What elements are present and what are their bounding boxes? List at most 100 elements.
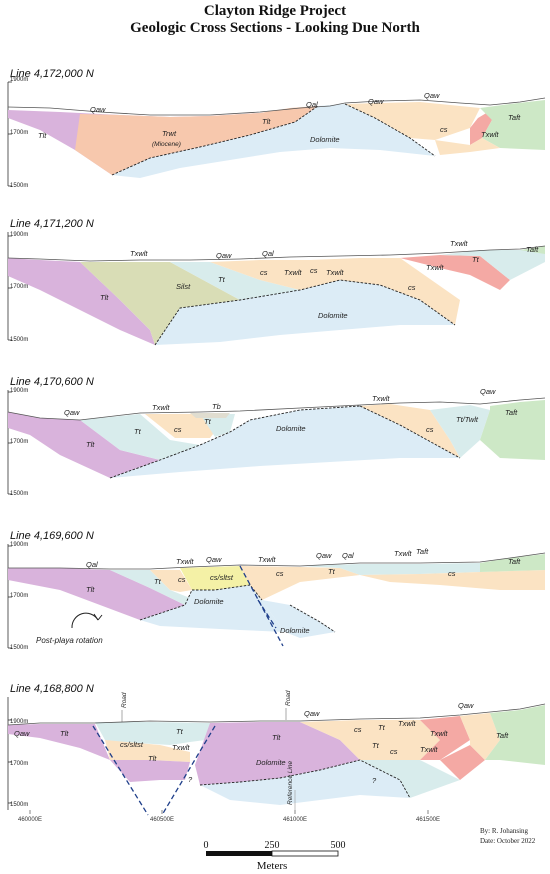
section-2-elev-mid: 1700m: [10, 284, 28, 290]
label-s3-12: Taft: [505, 408, 518, 417]
label-s5-17: Tt: [372, 741, 380, 750]
easting-0: 460000E: [18, 817, 42, 823]
label-s4-17: Dolomite: [280, 626, 310, 635]
label-s4-1: Txwlt: [176, 557, 194, 566]
section-4-elev-top: 1900m: [10, 542, 28, 548]
section-5-title: Line 4,168,800 N: [10, 683, 94, 695]
label-s4-2: Qaw: [206, 555, 222, 564]
label-s1-10: Taft: [508, 113, 521, 122]
unit-silst-s2: [80, 262, 240, 345]
unit-cs-s5: [300, 720, 440, 760]
label-s3-7: cs: [174, 425, 182, 434]
label-s3-9: Dolomite: [276, 424, 306, 433]
unit-cs-s1: [345, 102, 480, 140]
label-s2-5: Tlt: [100, 293, 109, 302]
section-2-title: Line 4,171,200 N: [10, 218, 94, 230]
unit-dolomite-s2: [155, 280, 455, 345]
unit-taft-s3: [480, 400, 545, 460]
label-s2-9: Txwlt: [284, 268, 302, 277]
unit-trwt-s1: [75, 106, 318, 175]
label-s5-21: ?: [372, 776, 377, 785]
unit-tt-s2: [170, 262, 300, 300]
unit-tlt3-s5: [195, 722, 360, 785]
section-5-elev-bot: 1500m: [10, 802, 28, 808]
unit-cs-s3: [145, 414, 220, 438]
unit-cs2-s4: [240, 566, 360, 600]
label-s1-6: Dolomite: [310, 135, 340, 144]
label-s5-5: Tlt: [60, 729, 69, 738]
label-s4-8: Taft: [508, 557, 521, 566]
label-s1-5: Qal: [306, 100, 318, 109]
label-s2-6: Silst: [176, 282, 191, 291]
unit-cs2-s5: [460, 713, 500, 760]
unit-tt-s4: [110, 570, 190, 605]
label-s5-2: Qaw: [14, 729, 30, 738]
unit-dolomite-s4: [140, 585, 285, 632]
label-s3-8: Tt: [204, 417, 212, 426]
easting-3: 461500E: [416, 817, 440, 823]
label-s4-9: Tlt: [86, 585, 95, 594]
label-s5-7: cs/sltst: [120, 740, 144, 749]
section-3-elev-mid: 1700m: [10, 439, 28, 445]
label-s1-7: Qaw: [368, 97, 384, 106]
easting-2: 461000E: [283, 817, 307, 823]
label-s2-11: Txwlt: [326, 268, 344, 277]
label-s5-12: Tt: [378, 723, 386, 732]
label-s3-2: Tb: [212, 402, 221, 411]
unit-tb-s3: [190, 413, 230, 418]
section-4-title: Line 4,169,600 N: [10, 530, 94, 542]
section-2: Line 4,171,200 N 1900m 1700m 1500m Txwlt…: [7, 218, 546, 346]
section-3-elev-bot: 1500m: [10, 491, 28, 497]
unit-dolomite-s1: [112, 104, 435, 178]
unit-tt2-s2: [440, 248, 545, 280]
section-5-elev-top: 1900m: [10, 719, 28, 725]
label-s5-8: Txwlt: [172, 743, 190, 752]
section-4-elev-bot: 1500m: [10, 645, 28, 651]
section-1-title: Line 4,172,000 N: [10, 68, 94, 80]
label-s2-12: Tt: [472, 255, 480, 264]
label-s2-0: Txwlt: [130, 249, 148, 258]
label-s5-18: Txwlt: [420, 745, 438, 754]
unit-taft-s2: [520, 246, 545, 254]
label-s4-16: Dolomite: [194, 597, 224, 606]
unit-cs3-s4: [360, 570, 545, 590]
label-s4-0: Qal: [86, 560, 98, 569]
credit-date: Date: October 2022: [480, 837, 536, 845]
label-s3-1: Txwlt: [152, 403, 170, 412]
label-s5-13: Txwlt: [398, 719, 416, 728]
label-s1-9: cs: [440, 125, 448, 134]
section-1-elev-mid: 1700m: [10, 130, 28, 136]
label-s5-20: ?: [188, 775, 193, 784]
unit-txwlt2-s5: [440, 745, 485, 780]
unit-taft-s5: [485, 705, 545, 765]
road-label-1: Road: [121, 692, 128, 708]
label-s5-19: Dolomite: [256, 758, 286, 767]
label-s5-11: cs: [354, 725, 362, 734]
unit-tlt-s3: [8, 412, 160, 478]
unit-tlt-s4: [8, 568, 185, 620]
label-s4-11: cs: [178, 575, 186, 584]
scale-unit: Meters: [257, 860, 288, 872]
unit-tlt-s2: [8, 258, 155, 345]
section-2-elev-top: 1900m: [10, 232, 28, 238]
scale-tick-500: 500: [331, 840, 346, 851]
section-5: Line 4,168,800 N 1900m 1700m 1500m Road …: [7, 683, 546, 823]
figure-title-line-2: Geologic Cross Sections - Looking Due No…: [130, 20, 420, 36]
label-s2-1: Qaw: [216, 251, 232, 260]
label-s2-3: Txwlt: [450, 239, 468, 248]
label-s5-9: Tlt: [148, 754, 157, 763]
section-4: Line 4,169,600 N 1900m 1700m 1500m Qal T…: [7, 530, 546, 651]
label-s2-2: Qal: [262, 249, 274, 258]
label-s1-3: (Miocene): [152, 141, 181, 148]
unit-cs-s4: [150, 570, 192, 592]
unit-cs-sltst-s4: [180, 566, 250, 590]
section-3-title: Line 4,170,600 N: [10, 376, 94, 388]
label-s5-15: Txwlt: [430, 729, 448, 738]
section-4-elev-mid: 1700m: [10, 593, 28, 599]
label-s5-16: cs: [390, 747, 398, 756]
label-s1-4: Tlt: [262, 117, 271, 126]
unit-taft-s1: [480, 100, 545, 150]
section-2-elev-bot: 1500m: [10, 337, 28, 343]
unit-txwlt-s2: [400, 255, 510, 290]
